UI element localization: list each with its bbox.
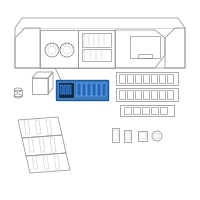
Bar (113, 130, 118, 140)
Bar (82, 33, 111, 47)
Bar (119, 74, 125, 83)
Bar (167, 74, 173, 83)
Bar (77, 83, 81, 96)
Bar (119, 90, 125, 99)
Bar (14, 90, 22, 96)
Bar (143, 90, 149, 99)
Bar (97, 83, 101, 96)
Bar (159, 74, 165, 83)
Bar (139, 132, 146, 139)
Bar (64, 85, 67, 94)
Bar (167, 90, 173, 99)
Bar (58, 82, 74, 98)
Bar (135, 90, 141, 99)
Bar (151, 90, 157, 99)
Bar (32, 78, 48, 94)
Bar (143, 74, 149, 83)
Bar (60, 85, 63, 94)
Bar (125, 131, 130, 140)
Bar (116, 88, 178, 101)
Bar (102, 83, 106, 96)
Bar (159, 90, 165, 99)
Bar (133, 107, 140, 114)
Bar (142, 107, 149, 114)
Bar (124, 107, 131, 114)
Bar (68, 85, 71, 94)
Bar (127, 74, 133, 83)
Bar (151, 74, 157, 83)
Bar (135, 74, 141, 83)
Bar (87, 83, 91, 96)
Bar (82, 83, 86, 96)
Bar (82, 49, 111, 61)
Bar (112, 128, 119, 142)
Bar (138, 131, 147, 141)
Bar (120, 105, 174, 116)
Bar (138, 54, 152, 58)
Bar (56, 80, 108, 100)
Bar (151, 107, 158, 114)
Bar (124, 130, 131, 142)
Bar (130, 36, 160, 58)
Bar (92, 83, 96, 96)
Bar (127, 90, 133, 99)
Bar (160, 107, 167, 114)
Bar (116, 72, 178, 85)
